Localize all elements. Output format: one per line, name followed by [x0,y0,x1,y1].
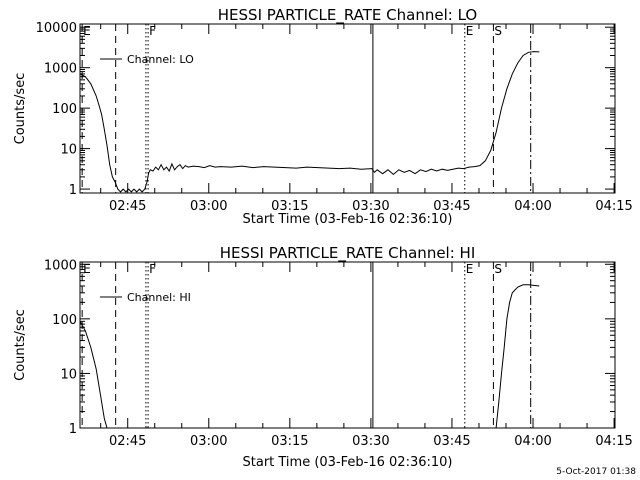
x-tick-label: 04:00 [514,199,551,214]
x-tick-label: 03:15 [271,199,308,214]
x-axis-label: Start Time (03-Feb-16 02:36:10) [243,455,453,470]
chart-title: HESSI PARTICLE_RATE Channel: LO [218,6,477,25]
event-marker-label: S [494,262,502,276]
series-line [80,51,540,193]
x-tick-label: 03:45 [433,199,470,214]
chart-title: HESSI PARTICLE_RATE Channel: HI [220,244,476,263]
x-tick-label: 03:00 [190,199,227,214]
event-marker-label: F [149,24,156,38]
y-axis-label: Counts/sec [13,309,28,381]
x-tick-label: 04:00 [514,434,551,449]
footer-timestamp: 5-Oct-2017 01:38 [556,467,636,477]
x-tick-label: 03:30 [352,199,389,214]
event-marker-label: E [466,262,474,276]
y-tick-label: 1000 [44,258,77,273]
x-tick-label: 03:30 [352,434,389,449]
plot-frame [79,261,616,429]
legend-label: Channel: HI [127,291,191,304]
event-marker-label: E [83,24,91,38]
legend-label: Channel: LO [127,53,194,66]
x-tick-label: 04:15 [595,434,632,449]
event-marker-label: S [494,24,502,38]
x-tick-label: 02:45 [109,199,146,214]
x-tick-label: 04:15 [595,199,632,214]
y-tick-label: 1 [69,183,77,198]
series-line [80,284,540,428]
y-tick-label: 1 [69,422,77,437]
y-axis-label: Counts/sec [13,73,28,145]
event-marker-label: F [149,262,156,276]
y-tick-label: 100 [52,313,77,328]
event-marker-label: E [83,262,91,276]
y-tick-label: 10 [60,143,77,158]
y-tick-label: 10 [60,367,77,382]
chart-panel-hi: HESSI PARTICLE_RATE Channel: HI Start Tim… [13,244,633,470]
x-tick-label: 03:15 [271,434,308,449]
y-tick-label: 10000 [36,21,77,36]
x-tick-label: 02:45 [109,434,146,449]
x-axis-label: Start Time (03-Feb-16 02:36:10) [243,212,453,227]
x-tick-label: 03:00 [190,434,227,449]
y-tick-label: 1000 [44,62,77,77]
plot-frame [79,23,616,194]
y-tick-label: 100 [52,102,77,117]
event-marker-label: E [466,24,474,38]
chart-panel-lo: HESSI PARTICLE_RATE Channel: LO Start Tim… [13,6,633,227]
x-tick-label: 03:45 [433,434,470,449]
